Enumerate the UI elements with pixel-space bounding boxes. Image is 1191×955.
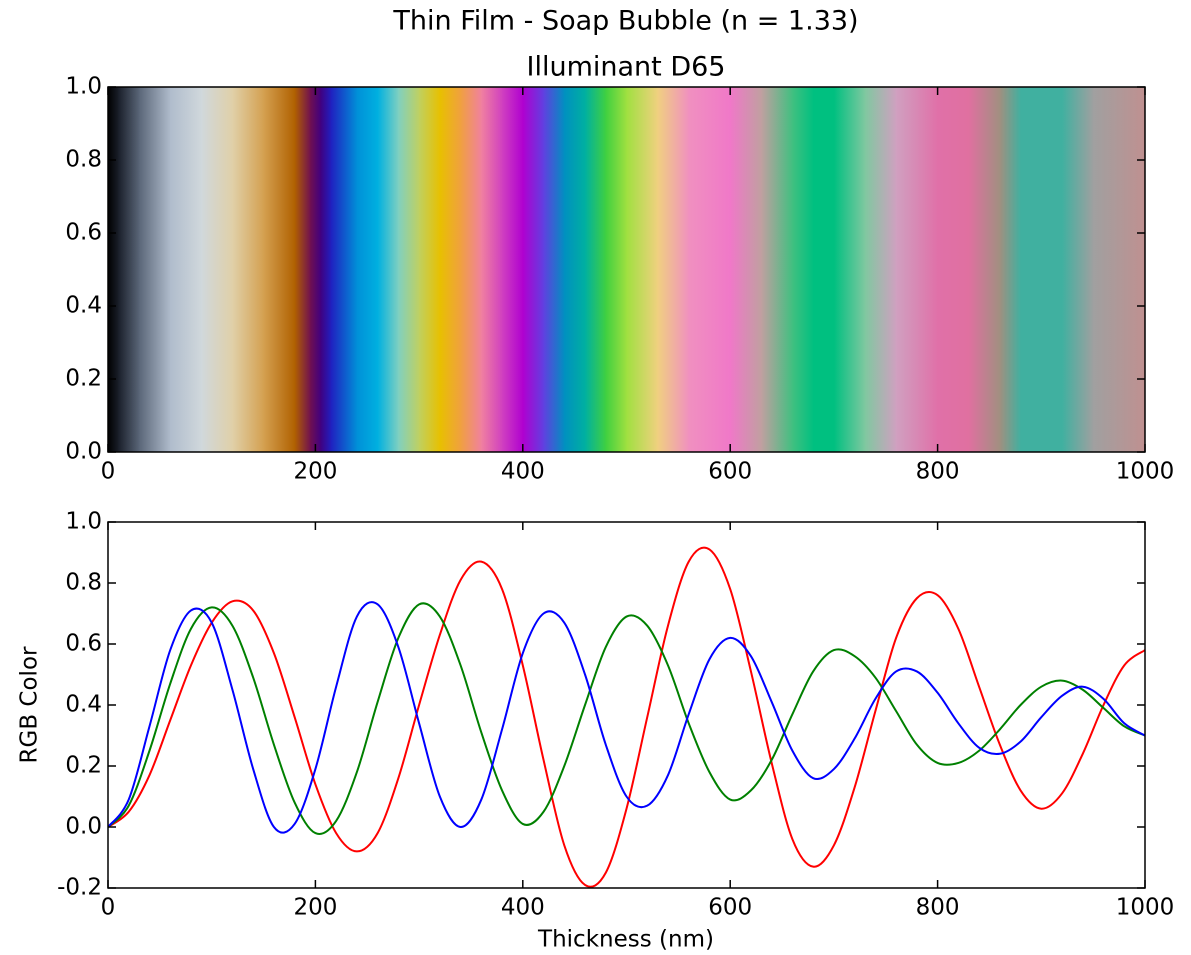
x-tick-label: 600 [708,459,752,485]
color-band [968,87,1001,452]
color-band [419,87,441,452]
y-tick-label: 0.6 [65,220,102,246]
color-band [439,87,462,452]
y-tick-label: -0.2 [57,875,102,901]
color-band [1020,87,1063,452]
color-band [330,87,358,452]
x-tick-label: 200 [293,895,337,921]
color-band [896,87,939,452]
color-band [792,87,814,452]
x-tick-label: 1000 [1116,895,1175,921]
color-band [564,87,586,452]
x-tick-label: 1000 [1116,459,1175,485]
color-band [999,87,1022,452]
x-tick-label: 200 [293,459,337,485]
color-band [605,87,628,452]
y-axis-label: RGB Color [17,646,43,763]
y-tick-label: 1.0 [65,74,102,100]
line-series [108,602,1145,835]
y-tick-label: 0.8 [65,570,102,596]
chart-title: Thin Film - Soap Bubble (n = 1.33) [392,6,858,37]
y-tick-label: 0.2 [65,753,102,779]
x-tick-label: 400 [501,459,545,485]
line-series [108,546,1145,888]
x-tick-label: 0 [101,895,116,921]
x-tick-label: 0 [101,459,116,485]
color-band [585,87,607,452]
color-band [232,87,265,452]
color-band [118,87,140,452]
y-tick-label: 1.0 [65,509,102,535]
color-band [310,87,322,452]
axes-frame [107,86,1146,453]
x-tick-label: 600 [708,895,752,921]
color-band [657,87,690,452]
line-series [108,601,1145,834]
y-tick-label: 0.4 [65,293,102,319]
color-band [1062,87,1094,452]
color-band [688,87,731,452]
color-band [502,87,524,452]
color-band [108,87,119,452]
color-band [865,87,897,452]
color-band [1093,87,1145,452]
x-tick-label: 800 [916,459,960,485]
y-tick-label: 0.2 [65,366,102,392]
plot-area [108,87,1145,452]
x-tick-label: 800 [916,895,960,921]
color-band [481,87,503,452]
color-band [833,87,866,452]
color-band [522,87,545,452]
color-band [201,87,234,452]
y-tick-label: 0.4 [65,692,102,718]
color-band [356,87,379,452]
x-tick-label: 400 [501,895,545,921]
color-band [170,87,202,452]
y-tick-label: 0.0 [65,814,102,840]
color-band [139,87,171,452]
color-band [730,87,762,452]
y-tick-label: 0.8 [65,147,102,173]
plot-area [108,546,1145,888]
chart-subtitle: Illuminant D65 [527,52,726,83]
color-band [460,87,482,452]
color-band [813,87,835,452]
color-band [294,87,311,452]
color-band [543,87,565,452]
axes-frame [107,521,1146,889]
y-tick-label: 0.0 [65,439,102,465]
color-band [263,87,296,452]
color-band [377,87,399,452]
x-axis-label: Thickness (nm) [537,927,714,953]
color-band [398,87,420,452]
color-band [761,87,794,452]
color-band [320,87,332,452]
color-band [626,87,659,452]
color-band [937,87,970,452]
y-tick-label: 0.6 [65,631,102,657]
